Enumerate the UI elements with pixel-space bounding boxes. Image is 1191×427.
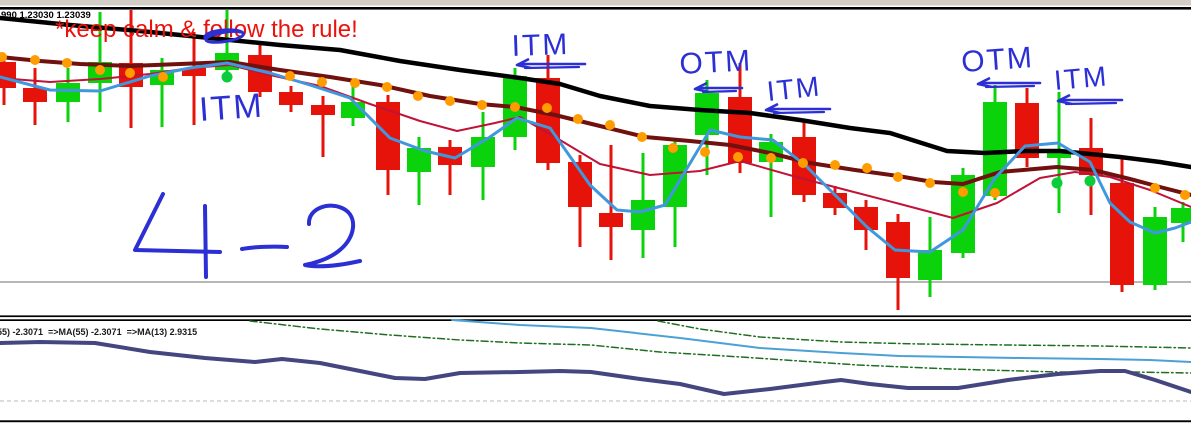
ma-fast-blue	[0, 61, 1191, 254]
price-readout: 990 1.23030 1.23039	[1, 10, 91, 21]
signal-dot-orange	[637, 132, 647, 142]
candle-body	[23, 88, 47, 102]
signal-dot-orange	[158, 72, 168, 82]
signal-dot-orange	[990, 188, 1000, 198]
candle-body	[854, 207, 878, 230]
top-toolbar-strip	[0, 0, 1191, 6]
signal-dot-orange	[700, 147, 710, 157]
candle-body	[1047, 150, 1071, 158]
ink-label: ITM	[198, 87, 265, 129]
signal-dot-orange	[413, 91, 423, 101]
signal-dot-orange	[862, 163, 872, 173]
ink-label: ITM	[1053, 60, 1110, 96]
signal-dot-orange	[766, 153, 776, 163]
signal-dot-orange	[830, 160, 840, 170]
signal-dot-orange	[893, 172, 903, 182]
signal-dot-orange	[285, 71, 295, 81]
ink-underline-second	[1064, 101, 1118, 106]
candle-body	[182, 68, 206, 76]
signal-dot-orange	[95, 65, 105, 75]
indicator-label: 55) -2.3071 =>MA(55) -2.3071 =>MA(13) 2.…	[0, 327, 197, 337]
score-note-stroke	[203, 204, 208, 279]
candle-body	[56, 83, 80, 102]
signal-dot-orange	[573, 114, 583, 124]
candle-body	[918, 250, 942, 280]
signal-dot-orange	[1180, 190, 1190, 200]
ink-underline-second	[772, 110, 826, 115]
ma-slow-black	[0, 15, 1191, 170]
candle-body	[728, 97, 752, 163]
signal-dot-orange	[510, 102, 520, 112]
score-note-stroke	[133, 192, 222, 254]
signal-dot-orange	[125, 68, 135, 78]
ink-label: OTM	[679, 44, 753, 81]
signal-dot-orange	[798, 158, 808, 168]
ink-underline-second	[984, 84, 1036, 89]
signal-dot-orange	[542, 103, 552, 113]
ink-label: ITM	[511, 28, 570, 63]
signal-dot-orange	[1150, 183, 1160, 193]
signal-dot-orange	[668, 143, 678, 153]
osc-signal-teal	[451, 319, 1191, 363]
ink-label: ITM	[765, 70, 822, 106]
ink-label: OTM	[960, 41, 1035, 79]
indicator-pane	[0, 319, 1191, 402]
candle-body	[599, 213, 623, 227]
signal-dot-green	[1051, 177, 1063, 189]
candle-body	[631, 200, 655, 230]
score-note-stroke	[240, 244, 289, 251]
osc-main-navy	[0, 340, 1191, 396]
signal-dot-orange	[0, 52, 7, 62]
candle-body	[695, 93, 719, 135]
signal-dot-orange	[382, 82, 392, 92]
candle-body	[0, 62, 16, 88]
candle-body	[823, 193, 847, 208]
signal-dot-orange	[30, 55, 40, 65]
candle-body	[1143, 217, 1167, 285]
chart-bottom-border	[0, 420, 1191, 423]
candle-body	[311, 105, 335, 115]
chart-top-border	[0, 7, 1191, 10]
separator-line-bottom	[0, 319, 1191, 321]
candle-body	[1110, 183, 1134, 285]
osc-upper-band-green	[657, 320, 1191, 349]
candle-body	[1171, 208, 1191, 223]
signal-dot-orange	[445, 96, 455, 106]
signal-dot-orange	[733, 152, 743, 162]
signal-dot-orange	[477, 100, 487, 110]
candle-body	[279, 92, 303, 105]
candle-body	[983, 102, 1007, 196]
signal-dot-green	[1084, 175, 1096, 187]
ink-underline-second	[523, 65, 581, 70]
signal-dot-orange	[925, 178, 935, 188]
osc-lower-band-green	[249, 320, 1191, 374]
window-chrome	[0, 0, 1191, 10]
signal-dot-orange	[350, 78, 360, 88]
separator-line-top	[0, 315, 1191, 318]
candle-body	[536, 78, 560, 163]
main-chart-pane	[0, 10, 1191, 310]
oval-scribble	[203, 28, 245, 44]
signal-dot-green	[221, 71, 233, 83]
signal-dot-orange	[605, 120, 615, 130]
signal-dot-orange	[62, 58, 72, 68]
pane-separator	[0, 315, 1191, 321]
signal-dot-orange	[317, 77, 327, 87]
signal-dot-orange	[958, 187, 968, 197]
ink-underline-second	[701, 89, 738, 94]
score-note-stroke	[303, 203, 362, 269]
